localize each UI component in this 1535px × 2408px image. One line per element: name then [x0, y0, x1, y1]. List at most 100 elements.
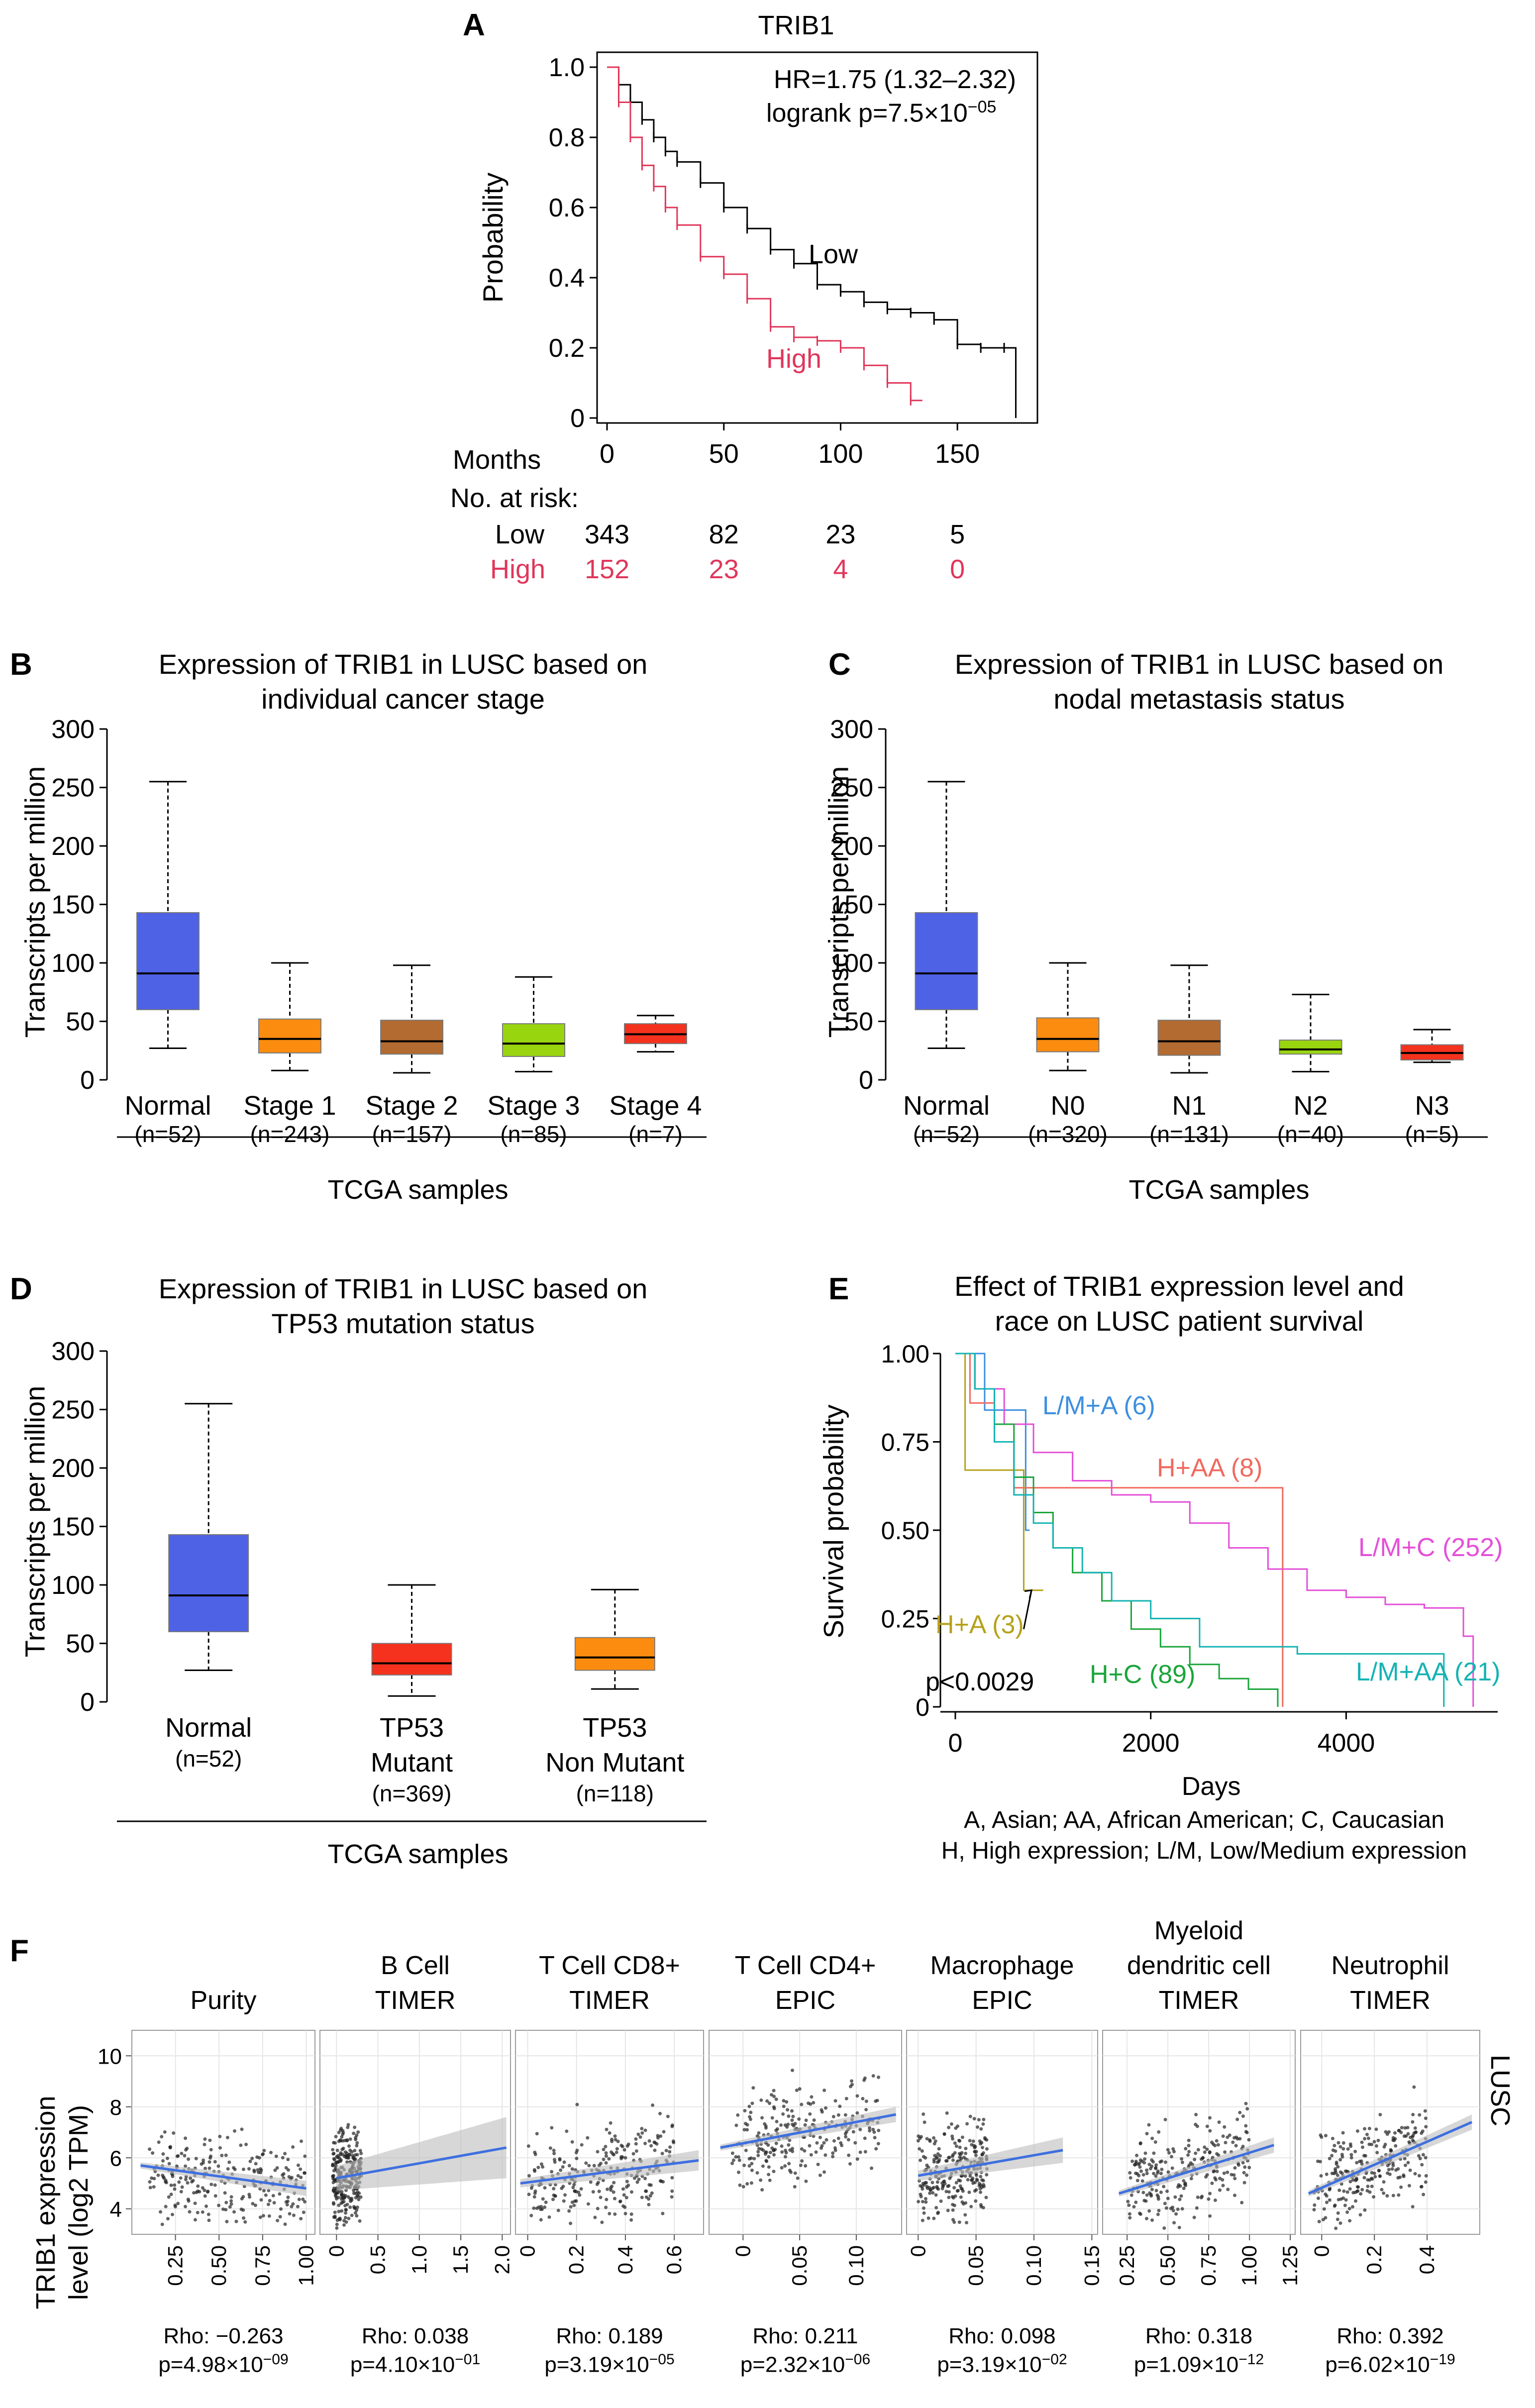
data-point [1154, 2189, 1158, 2193]
data-point [1156, 2212, 1160, 2216]
data-point [731, 2158, 735, 2162]
data-point [785, 2100, 789, 2104]
data-point [808, 2144, 812, 2148]
data-point [614, 2138, 617, 2142]
ytick-label: 0 [859, 1066, 873, 1095]
data-point [335, 2226, 339, 2230]
data-point [1154, 2174, 1158, 2178]
data-point [919, 2135, 923, 2139]
data-point [591, 2190, 595, 2194]
data-point [935, 2160, 939, 2164]
regression-line [918, 2149, 1063, 2177]
data-point [1365, 2189, 1369, 2193]
data-point [331, 2188, 335, 2192]
data-point [670, 2176, 674, 2180]
data-point [196, 2184, 200, 2188]
data-point [964, 2151, 968, 2155]
data-point [1163, 2201, 1167, 2205]
data-point [1414, 2130, 1418, 2134]
data-point [759, 2178, 763, 2182]
data-point [1153, 2140, 1157, 2144]
data-point [1362, 2176, 1366, 2180]
data-point [217, 2203, 221, 2207]
data-point [1366, 2136, 1370, 2140]
data-point [965, 2122, 969, 2126]
f-xtick-label: 0.15 [1080, 2245, 1103, 2286]
data-point [204, 2167, 207, 2171]
data-point [804, 2164, 808, 2168]
data-point [972, 2117, 976, 2121]
data-point [803, 2149, 807, 2153]
data-point [612, 2181, 616, 2185]
panel-d-boxplot: 0 50 100 150 200 250 300 Normal (n=52) TP53 Mutant… [51, 1337, 707, 1822]
data-point [359, 2151, 363, 2155]
data-point [822, 2170, 826, 2174]
data-point [357, 2198, 361, 2201]
data-point [192, 2191, 196, 2195]
data-point [960, 2187, 964, 2191]
data-point [919, 2158, 922, 2162]
data-point [335, 2148, 339, 2152]
legend-label-3: H+A (3) [935, 1610, 1024, 1639]
data-point [1226, 2188, 1230, 2192]
data-point [774, 2141, 778, 2145]
data-point [569, 2205, 573, 2209]
data-point [580, 2143, 584, 2147]
data-point [1134, 2200, 1138, 2204]
data-point [1148, 2167, 1152, 2171]
data-point [343, 2216, 347, 2220]
data-point [930, 2181, 934, 2185]
data-point [1360, 2188, 1364, 2192]
data-point [157, 2140, 161, 2144]
data-point [584, 2161, 588, 2165]
data-point [264, 2193, 268, 2197]
data-point [1322, 2207, 1326, 2211]
data-point [242, 2216, 246, 2220]
data-point [608, 2131, 612, 2135]
data-point [169, 2183, 173, 2187]
data-point [660, 2152, 664, 2156]
data-point [661, 2211, 665, 2215]
data-point [340, 2135, 344, 2139]
ytick-label: 200 [830, 832, 873, 861]
data-point [946, 2208, 950, 2212]
data-point [543, 2186, 547, 2190]
box-3 [502, 1023, 565, 1057]
data-point [1374, 2127, 1378, 2131]
data-point [1382, 2145, 1386, 2149]
panel-label-a: A [463, 8, 485, 42]
data-point [336, 2160, 340, 2164]
data-point [1380, 2188, 1384, 2192]
data-point [339, 2201, 343, 2205]
data-point [283, 2222, 287, 2226]
data-point [919, 2184, 922, 2188]
data-point [626, 2184, 630, 2188]
data-point [354, 2196, 358, 2199]
data-point [1360, 2140, 1364, 2144]
sample-count: (n=52) [134, 1121, 201, 1147]
data-point [1221, 2178, 1225, 2182]
data-point [347, 2216, 351, 2220]
data-point [177, 2180, 181, 2184]
data-point [832, 2139, 836, 2143]
data-point [750, 2101, 754, 2105]
data-point [1418, 2157, 1422, 2161]
f-panel-title-line: Purity [190, 1986, 257, 2015]
data-point [331, 2152, 335, 2156]
data-point [1128, 2216, 1132, 2220]
data-point [203, 2137, 207, 2141]
f-pvalue: p=3.19×10−02 [937, 2351, 1067, 2377]
panel-c-boxplot: 0 50 100 150 200 250 300 Normal(n=52) N0(n=320) N… [830, 715, 1488, 1147]
panel-e-km-plot: 0 0.25 0.50 0.75 1.00 0 2000 4000 [881, 1340, 1498, 1758]
data-point [781, 2112, 785, 2116]
data-point [1333, 2203, 1337, 2207]
data-point [347, 2144, 351, 2148]
f-panel-title: Myeloid dendritic cell TIMER [1093, 1913, 1305, 2018]
data-point [1247, 2166, 1251, 2170]
data-point [1234, 2144, 1238, 2148]
data-point [952, 2186, 956, 2190]
data-point [1166, 2197, 1170, 2200]
data-point [1165, 2189, 1169, 2193]
data-point [810, 2095, 814, 2099]
